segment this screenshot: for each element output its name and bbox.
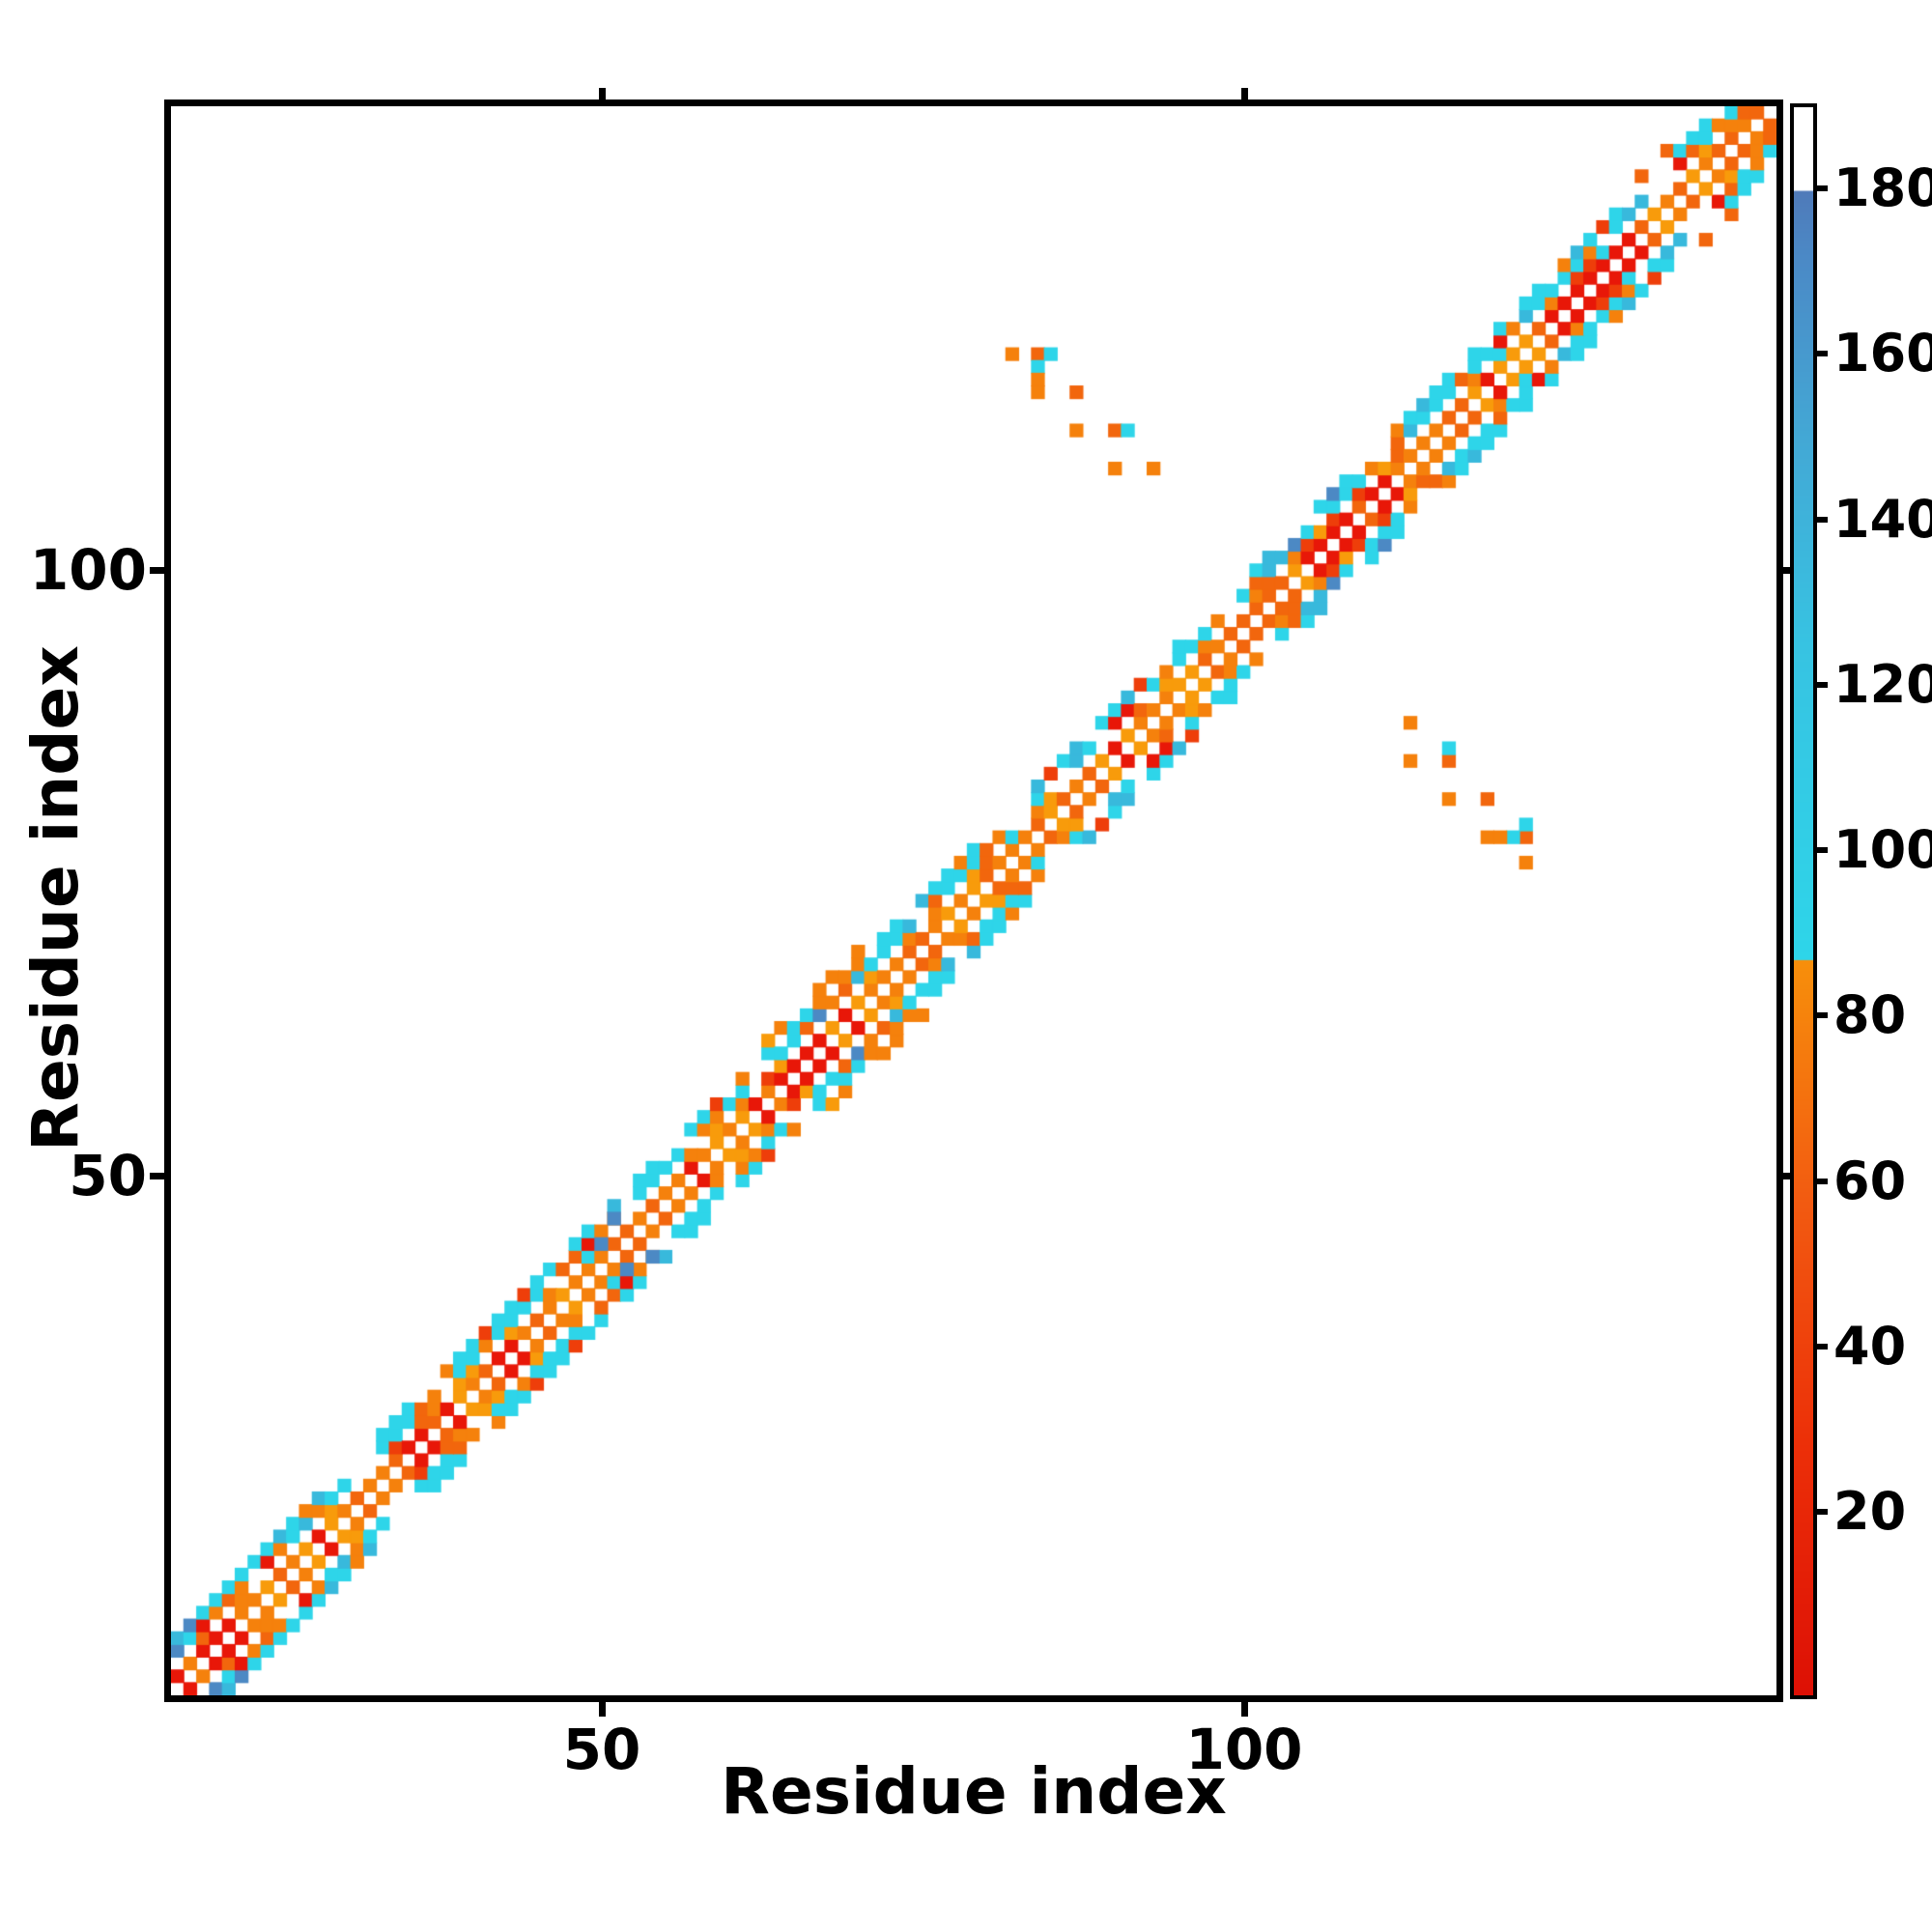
- colorbar-tick-label: 100: [1833, 819, 1932, 880]
- x-tick-label: 100: [1185, 1717, 1303, 1782]
- y-tick-label: 100: [29, 537, 147, 603]
- colorbar-tick-mark: [1817, 1178, 1828, 1184]
- colorbar-tick-mark: [1817, 847, 1828, 853]
- x-tick-mark-top: [599, 88, 606, 99]
- colorbar-tick-mark: [1817, 681, 1828, 688]
- colorbar: [1790, 103, 1817, 1699]
- colorbar-tick-label: 140: [1833, 488, 1932, 550]
- y-tick-mark-right: [1783, 1173, 1795, 1179]
- x-tick-label: 50: [562, 1717, 641, 1782]
- y-tick-mark: [150, 1173, 164, 1179]
- x-tick-mark-top: [1241, 88, 1248, 99]
- colorbar-tick-mark: [1817, 1012, 1828, 1019]
- colorbar-tick-mark: [1817, 1343, 1828, 1350]
- colorbar-tick-label: 20: [1833, 1481, 1907, 1542]
- colorbar-tick-mark: [1817, 351, 1828, 357]
- x-tick-mark: [599, 1702, 606, 1717]
- colorbar-tick-mark: [1817, 185, 1828, 191]
- contact-map-canvas: [171, 106, 1776, 1695]
- colorbar-tick-mark: [1817, 1509, 1828, 1515]
- colorbar-tick-label: 40: [1833, 1315, 1907, 1377]
- colorbar-tick-label: 160: [1833, 323, 1932, 384]
- y-axis-label: Residue index: [18, 645, 93, 1151]
- y-tick-mark: [150, 567, 164, 574]
- x-tick-mark: [1241, 1702, 1248, 1717]
- colorbar-gradient-canvas: [1794, 107, 1813, 1695]
- colorbar-tick-label: 120: [1833, 653, 1932, 715]
- colorbar-tick-label: 60: [1833, 1150, 1907, 1211]
- x-axis-label: Residue index: [721, 1754, 1227, 1829]
- colorbar-tick-label: 180: [1833, 157, 1932, 218]
- y-tick-mark-right: [1783, 567, 1795, 574]
- colorbar-tick-mark: [1817, 516, 1828, 523]
- y-tick-label: 50: [69, 1143, 147, 1208]
- colorbar-tick-label: 80: [1833, 984, 1907, 1046]
- plot-area: [164, 99, 1783, 1702]
